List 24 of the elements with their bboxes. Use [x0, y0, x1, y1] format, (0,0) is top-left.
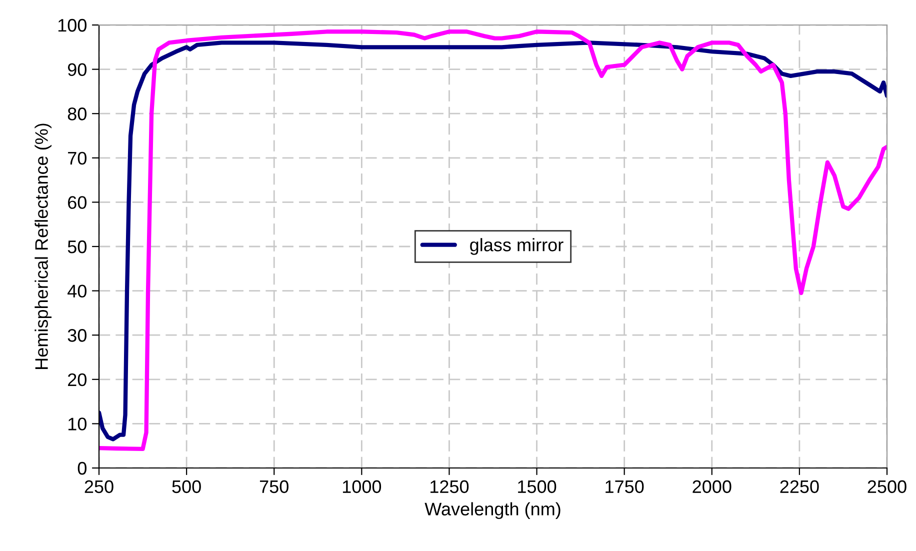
x-axis-title: Wavelength (nm)	[424, 502, 560, 520]
x-tick-label: 2250	[780, 480, 819, 494]
x-tick-label: 1250	[430, 480, 469, 494]
y-tick-label: 40	[68, 284, 86, 298]
legend-label: glass mirror	[470, 238, 564, 255]
x-tick-label: 2000	[692, 480, 732, 494]
y-tick-label: 10	[68, 418, 86, 430]
y-tick-label: 70	[68, 152, 86, 165]
y-axis-title: Hemispherical Reflectance (%)	[34, 124, 52, 369]
x-tick-label: 250	[84, 480, 114, 494]
x-tick-label: 1750	[606, 480, 644, 494]
x-tick-label: 1000	[342, 480, 382, 494]
x-tick-label: 2500	[868, 480, 906, 494]
x-tick-label: 1500	[518, 480, 556, 494]
y-tick-label: 0	[78, 462, 86, 475]
x-tick-label: 750	[260, 480, 288, 494]
x-tick-label: 500	[172, 480, 201, 494]
y-tick-label: 90	[68, 63, 86, 76]
y-tick-label: 30	[68, 329, 86, 342]
y-tick-label: 20	[68, 373, 86, 386]
y-tick-label: 50	[68, 240, 86, 254]
y-tick-label: 80	[68, 108, 86, 120]
y-tick-label: 60	[68, 196, 86, 209]
y-tick-label: 100	[58, 18, 86, 32]
